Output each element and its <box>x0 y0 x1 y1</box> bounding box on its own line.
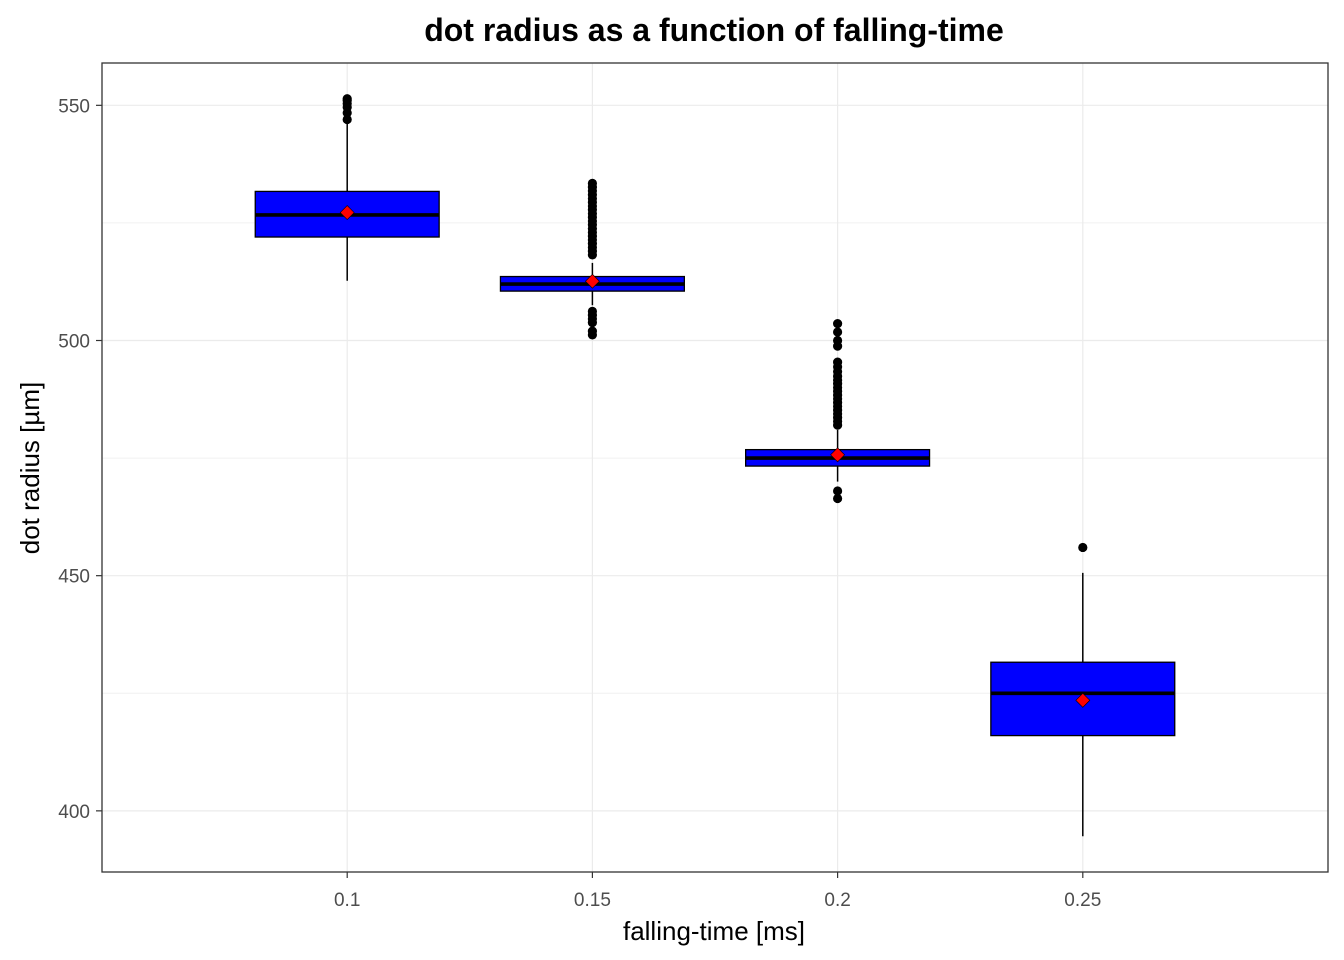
mean-marker <box>1075 692 1091 708</box>
y-tick-label: 500 <box>58 332 90 353</box>
box-0.2 <box>745 318 931 504</box>
outlier-point <box>833 493 843 504</box>
box-0.25 <box>990 542 1176 837</box>
mean-marker <box>339 205 355 220</box>
outlier-point <box>587 306 598 316</box>
mean-marker <box>584 273 600 289</box>
box-0.15 <box>499 178 686 340</box>
outlier-point <box>1078 542 1088 553</box>
y-tick-label: 450 <box>58 567 90 588</box>
x-axis: 0.1 0.15 0.2 0.25 <box>334 872 1101 911</box>
x-tick-label: 0.15 <box>574 890 611 911</box>
y-tick-label: 400 <box>58 802 90 823</box>
x-tick-label: 0.1 <box>334 890 360 911</box>
x-tick-label: 0.2 <box>824 890 850 911</box>
grid <box>102 63 1328 872</box>
chart-title: dot radius as a function of falling-time <box>424 12 1004 48</box>
outlier-point <box>833 486 843 496</box>
outlier-point <box>833 357 843 367</box>
plot-panel-border <box>101 62 1329 873</box>
y-tick-label: 550 <box>58 96 90 117</box>
outlier-point <box>833 318 843 329</box>
outlier-point <box>833 327 843 337</box>
outlier-point <box>342 114 352 125</box>
x-axis-label: falling-time [ms] <box>623 916 805 946</box>
box-series <box>254 94 1176 837</box>
outlier-point <box>833 335 843 346</box>
outlier-point <box>587 326 598 336</box>
outlier-point <box>587 178 598 189</box>
outlier-point <box>342 94 352 104</box>
box-0.1 <box>254 94 440 281</box>
x-tick-label: 0.25 <box>1064 890 1101 911</box>
y-axis-label: dot radius [µm] <box>15 382 45 555</box>
mean-marker <box>830 447 846 463</box>
y-axis: 400 450 500 550 <box>58 96 102 823</box>
